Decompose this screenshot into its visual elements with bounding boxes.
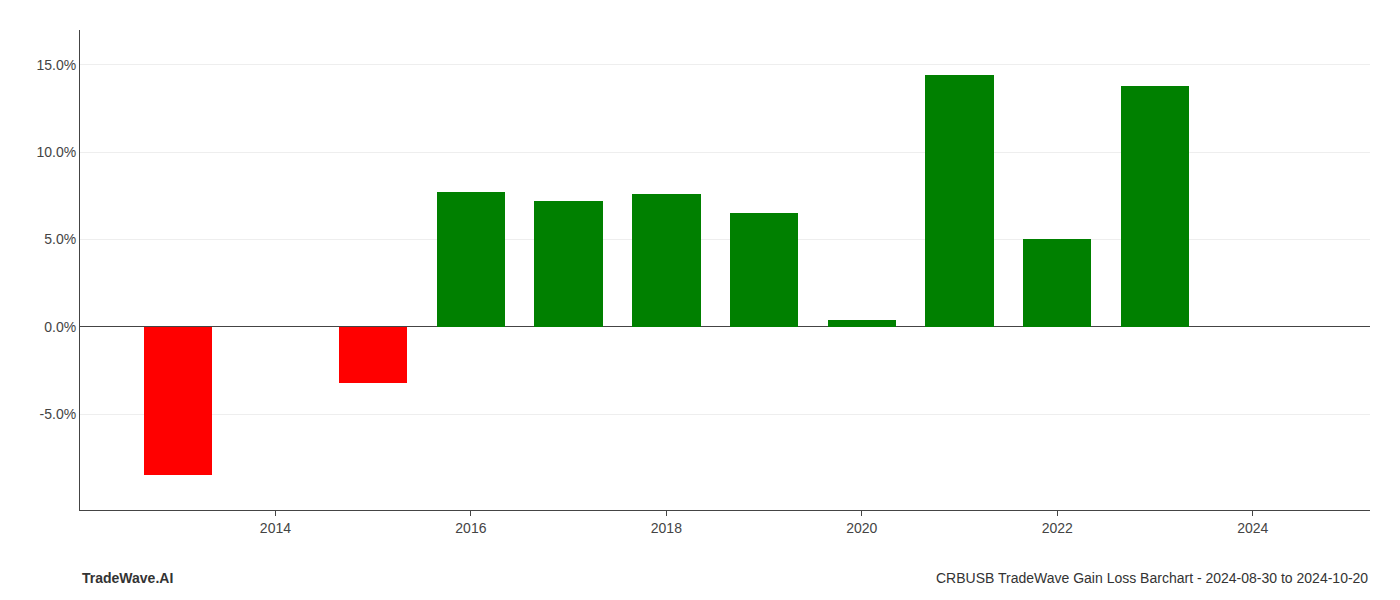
svg-text:2020: 2020 <box>846 520 877 536</box>
svg-text:-5.0%: -5.0% <box>40 406 77 422</box>
svg-text:2022: 2022 <box>1042 520 1073 536</box>
svg-text:2016: 2016 <box>455 520 486 536</box>
svg-text:CRBUSB TradeWave Gain Loss Bar: CRBUSB TradeWave Gain Loss Barchart - 20… <box>936 570 1368 586</box>
svg-text:5.0%: 5.0% <box>44 231 76 247</box>
svg-text:TradeWave.AI: TradeWave.AI <box>82 570 173 586</box>
svg-text:15.0%: 15.0% <box>36 57 76 73</box>
svg-text:2018: 2018 <box>651 520 682 536</box>
svg-text:2014: 2014 <box>260 520 291 536</box>
svg-text:10.0%: 10.0% <box>36 144 76 160</box>
svg-text:2024: 2024 <box>1237 520 1268 536</box>
svg-text:0.0%: 0.0% <box>44 319 76 335</box>
